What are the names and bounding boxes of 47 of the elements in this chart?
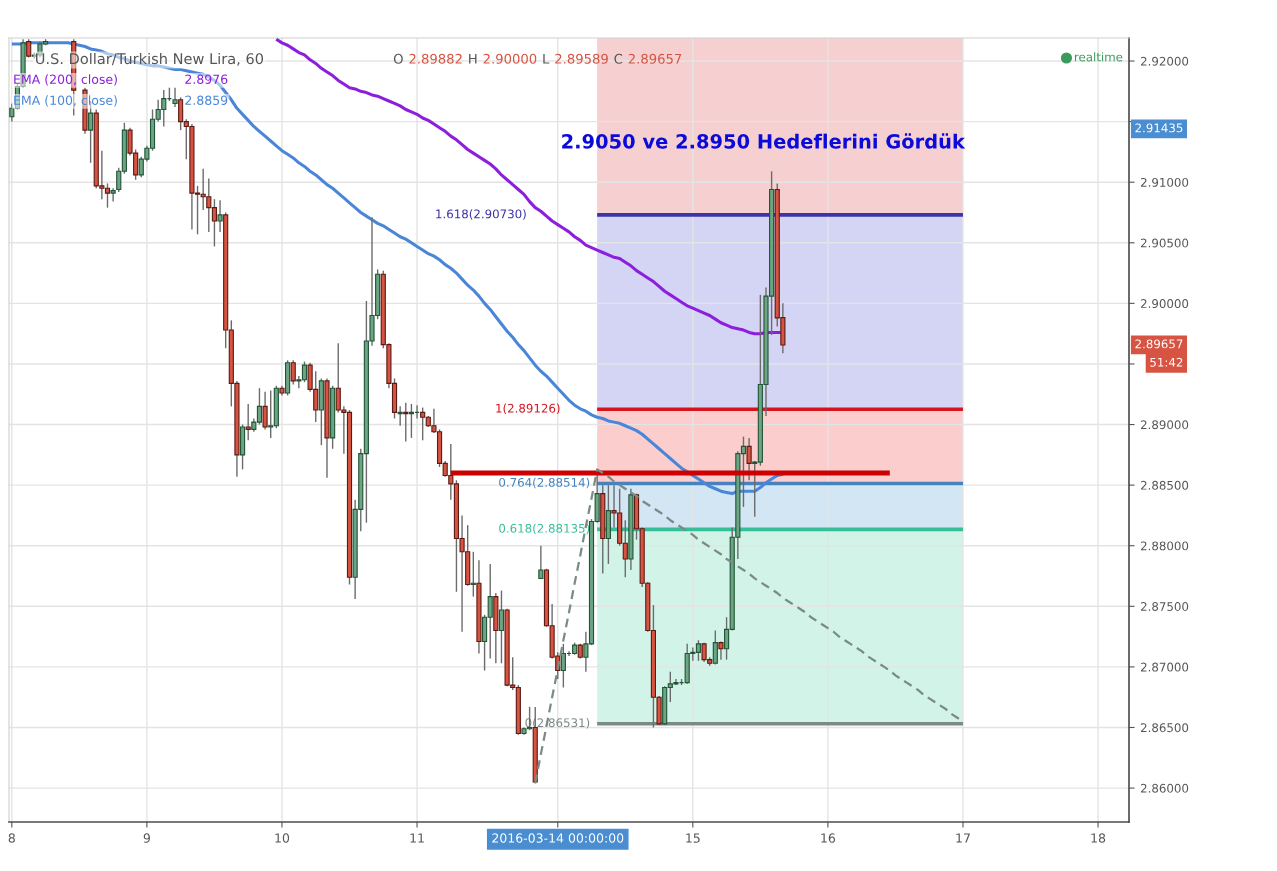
y-tick-label: 2.87000 [1140, 662, 1189, 672]
x-tick-label: 16 [821, 833, 836, 843]
y-tick-label: 2.92000 [1140, 56, 1189, 66]
candlestick [172, 86, 178, 108]
x-tick-label: 17 [956, 833, 970, 843]
y-tick-label: 2.86500 [1140, 723, 1189, 733]
x-tick-label: 9 [143, 833, 150, 843]
candlestick [746, 437, 752, 481]
candlestick [262, 391, 268, 431]
y-tick-label: 2.90500 [1140, 238, 1189, 248]
annotation: 2.8859 [185, 95, 228, 105]
x-tick-label: 10 [275, 833, 290, 843]
candlestick [712, 629, 718, 666]
candlestick [245, 403, 251, 441]
x-tick-label: 8 [8, 833, 15, 843]
annotation: 2.8976 [185, 74, 228, 84]
y-tick-label: 2.86000 [1140, 783, 1189, 793]
ref-line-label: 0.618(2.88135) [499, 523, 590, 535]
ref-line-label: 0.764(2.88514) [499, 477, 590, 489]
text: 51:42 [1150, 357, 1183, 367]
x-tick-label: 15 [686, 833, 700, 843]
y-tick-label: 2.90000 [1140, 299, 1189, 309]
text: 2.89657 [1135, 339, 1183, 349]
candlestick [290, 359, 296, 386]
text: 2.91435 [1135, 123, 1183, 133]
text: EMA (200, close) [14, 74, 117, 86]
candlestick [403, 402, 409, 443]
annotation: O 2.89882 H 2.90000 L 2.89589 C 2.89657 [393, 53, 682, 64]
x-tick-label: 18 [1091, 833, 1106, 843]
candlestick [110, 187, 116, 203]
candlestick [397, 405, 403, 427]
y-tick-label: 2.89000 [1140, 420, 1189, 430]
y-tick-label: 2.88500 [1140, 480, 1189, 490]
candlestick [498, 589, 505, 664]
y-tick-label: 2.87500 [1140, 602, 1189, 611]
text: 2.9050 ve 2.8950 Hedeflerini Gördük [562, 133, 966, 149]
candlestick [538, 545, 544, 580]
y-tick-label: 2.91000 [1140, 177, 1189, 187]
ref-line-label: 1.618(2.90730) [436, 209, 526, 220]
x-tick-label: 2016-03-14 00:00:00 [492, 833, 624, 843]
y-tick-label: 2.88000 [1140, 541, 1189, 551]
ref-line-label: 1(2.89126) [496, 403, 560, 415]
candlestick [718, 640, 724, 661]
candlestick [217, 199, 223, 233]
x-tick-label: 11 [410, 833, 424, 843]
annotation: realtime [1074, 52, 1123, 62]
candlestick [470, 551, 476, 598]
